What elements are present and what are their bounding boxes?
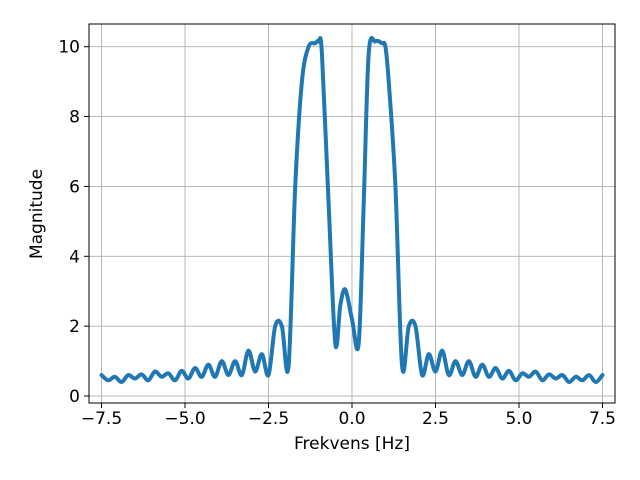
x-tick-label: −2.5	[248, 409, 289, 429]
x-tick-label: 7.5	[589, 409, 616, 429]
x-tick-label: 0.0	[338, 409, 365, 429]
series-layer	[99, 36, 605, 385]
y-axis-ticks: 0 2 4 6 8 10	[58, 38, 89, 407]
x-tick-label: −5.0	[164, 409, 205, 429]
y-tick-label: 10	[58, 38, 80, 58]
x-axis-ticks: −7.5 −5.0 −2.5 0.0 2.5 5.0 7.5	[81, 403, 616, 429]
y-tick-label: 2	[69, 317, 80, 337]
x-axis-label: Frekvens [Hz]	[294, 434, 410, 454]
y-axis-label: Magnitude	[27, 169, 47, 259]
magnitude-line	[99, 36, 605, 385]
y-tick-label: 8	[69, 108, 80, 128]
y-tick-label: 6	[69, 177, 80, 197]
x-tick-label: −7.5	[81, 409, 122, 429]
x-tick-label: 5.0	[505, 409, 532, 429]
y-tick-label: 4	[69, 247, 80, 267]
grid	[89, 24, 615, 403]
x-tick-label: 2.5	[422, 409, 449, 429]
y-tick-label: 0	[69, 387, 80, 407]
